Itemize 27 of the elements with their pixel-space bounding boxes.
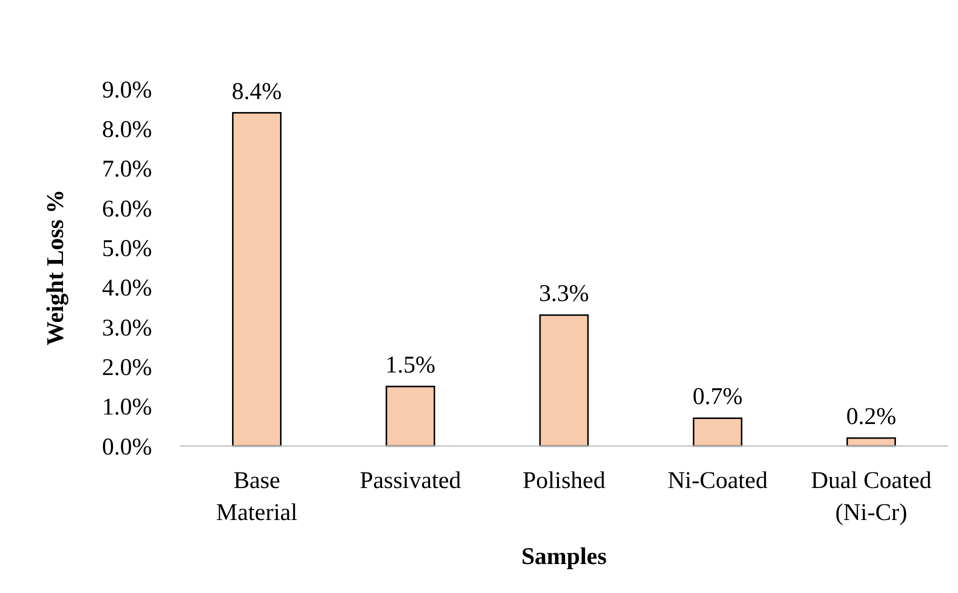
y-tick-label: 2.0% [102,355,152,382]
data-label: 0.2% [846,404,896,430]
x-tick-label: Passivated [360,468,462,494]
data-label: 0.7% [692,384,743,410]
data-label: 1.5% [385,352,436,378]
y-tick-label: 1.0% [102,394,152,421]
y-tick-label: 3.0% [102,315,152,342]
data-label: 8.4% [232,78,282,105]
x-tick-label: Ni-Coated [668,468,768,494]
y-tick-label: 6.0% [102,196,152,222]
y-tick-label: 9.0% [102,77,152,104]
x-tick-label: Dual Coated (Ni-Cr) [810,468,932,526]
y-tick-label: 4.0% [102,276,152,302]
x-tick-label: Base Material [216,468,298,526]
bar [692,417,742,447]
y-tick-label: 5.0% [102,236,152,262]
y-tick-label: 0.0% [102,434,152,460]
bar [386,386,436,447]
bar [539,314,589,447]
y-tick-label: 8.0% [102,117,152,144]
x-tick-label: Polished [522,468,606,494]
data-label: 3.3% [539,281,589,308]
bar [846,437,896,447]
bar [232,112,282,447]
x-axis-title: Samples [521,544,607,570]
y-tick-label: 7.0% [102,156,152,183]
y-axis-title: Weight Loss % [43,189,69,346]
